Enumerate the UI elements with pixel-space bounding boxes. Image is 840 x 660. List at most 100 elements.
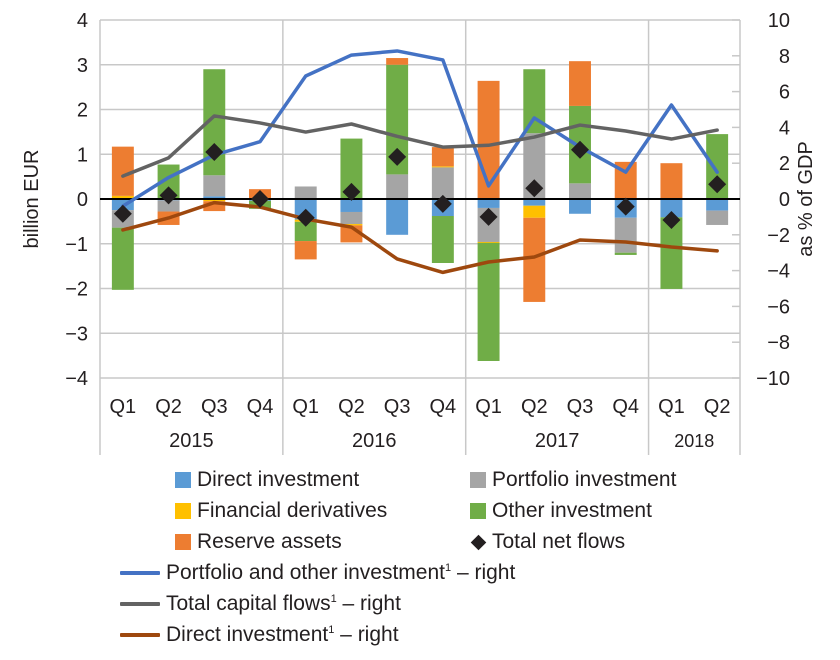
quarter-label: Q4 [247,396,274,418]
bar-segment-other-investment [614,252,637,255]
legend-label: Reserve assets [197,530,342,553]
bar-segment-direct-investment [477,199,500,208]
bar-segment-other-investment [340,138,363,199]
x-axis-labels: 2015 2016 2017 2018 Q1 Q2 Q3 Q4 Q1 Q2 Q3 Q4 Q1 Q2 Q3 Q4… [110,396,731,452]
bar-segment-direct-investment [203,196,226,199]
bar-segment-portfolio-investment [523,133,546,199]
legend-item-other-investment: Other investment [470,499,652,523]
legend-label: Portfolio and other investment1 – right [166,561,516,584]
bar-segment-portfolio-investment [157,200,180,212]
net-flow-marker [571,140,589,159]
legend-swatch-yellow [175,503,191,519]
line-direct-investment [121,200,719,275]
bar-segment-direct-investment [706,199,729,211]
quarter-label: Q3 [567,396,594,418]
gridlines [99,19,741,455]
quarter-label: Q1 [475,396,502,418]
left-tick-label: 4 [77,10,88,32]
bar-segment-portfolio-investment [431,167,454,199]
bar-segment-financial-derivatives [523,205,546,218]
bar-segment-reserve-assets [660,163,683,199]
bar-segment-reserve-assets [203,201,226,212]
bar-segment-reserve-assets [111,146,134,196]
legend-swatch-blue [175,472,191,488]
net-flow-marker [388,147,407,166]
left-tick-label: 2 [77,100,88,122]
right-tick-label: 10 [768,10,790,32]
legend-line-brown [120,633,160,637]
bar-segment-portfolio-investment [569,183,591,199]
net-flow-marker [251,190,269,208]
bar-segment-reserve-assets [523,217,546,302]
quarter-label: Q4 [612,396,639,418]
bar-segment-reserve-assets [431,147,454,167]
quarter-label: Q1 [110,396,137,418]
diamond-icon [470,534,486,550]
legend-label: Total capital flows1 – right [166,592,401,615]
right-tick-label: 0 [779,189,790,211]
left-axis-ticks: 4 3 2 1 0 −1 −2 −3 −4 [65,10,88,390]
bar-segment-other-investment [431,216,454,263]
right-tick-label: −6 [767,296,790,318]
quarter-label: Q2 [704,396,731,418]
legend-swatch-green [470,503,486,519]
legend-item-direct-investment: Direct investment [175,468,359,492]
legend-item-reserve-assets: Reserve assets [175,530,342,554]
bar-segment-portfolio-investment [203,175,226,197]
net-flow-marker [479,207,498,226]
year-label: 2016 [352,430,397,452]
bar-segment-financial-derivatives [431,166,454,168]
right-tick-label: 6 [779,82,790,104]
year-label: 2015 [169,430,214,452]
bar-segment-financial-derivatives [111,195,134,199]
right-tick-label: 4 [779,117,790,139]
left-tick-label: −1 [65,234,88,256]
year-label: 2018 [674,431,714,451]
right-axis-title: as % of GDP [795,141,817,257]
legend-label: Other investment [492,499,652,522]
right-tick-label: −10 [756,368,790,390]
quarter-label: Q3 [201,396,228,418]
net-flow-marker [113,204,132,223]
legend-item-financial-derivatives: Financial derivatives [175,499,387,523]
net-flow-marker [296,208,315,227]
bar-segment-other-investment [386,64,409,175]
bar-segment-other-investment [294,221,317,242]
legend-swatch-orange [175,534,191,550]
bar-segment-other-investment [111,227,134,290]
bar-segment-direct-investment [569,199,591,214]
right-tick-label: −4 [767,261,790,283]
legend-item-portfolio-other-line: Portfolio and other investment1 – right [120,561,515,585]
quarter-label: Q4 [430,396,457,418]
bar-segment-financial-derivatives [340,224,363,226]
bar-segment-direct-investment [660,199,683,218]
legend-item-total-capital-line: Total capital flows1 – right [120,592,401,616]
legend-item-direct-line: Direct investment1 – right [120,623,399,647]
quarter-label: Q3 [384,396,411,418]
legend-label: Direct investment1 – right [166,623,399,646]
bar-segment-portfolio-investment [614,217,637,253]
bar-segment-reserve-assets [386,58,409,65]
legend-label: Portfolio investment [492,468,677,491]
bar-segment-portfolio-investment [386,174,409,199]
right-axis-ticks: 10 8 6 4 2 0 −2 −4 −6 −8 −10 [756,10,790,390]
left-tick-label: −3 [65,323,88,345]
legend-label: Financial derivatives [197,499,388,522]
bars-layer [111,58,729,361]
net-flow-marker [525,179,544,198]
year-label: 2017 [535,430,580,452]
bar-segment-portfolio-investment [340,211,363,225]
bar-segment-portfolio-investment [706,210,729,225]
bar-segment-direct-investment [523,199,546,206]
legend-label: Direct investment [197,468,360,491]
right-tick-label: −8 [767,332,790,354]
quarter-label: Q2 [155,396,182,418]
bar-segment-other-investment [523,69,546,134]
quarter-label: Q2 [521,396,548,418]
right-tick-label: 8 [779,46,790,68]
quarter-label: Q1 [658,396,685,418]
bar-segment-portfolio-investment [294,186,317,199]
net-flow-marker [616,197,635,216]
net-flow-marker [662,211,681,230]
